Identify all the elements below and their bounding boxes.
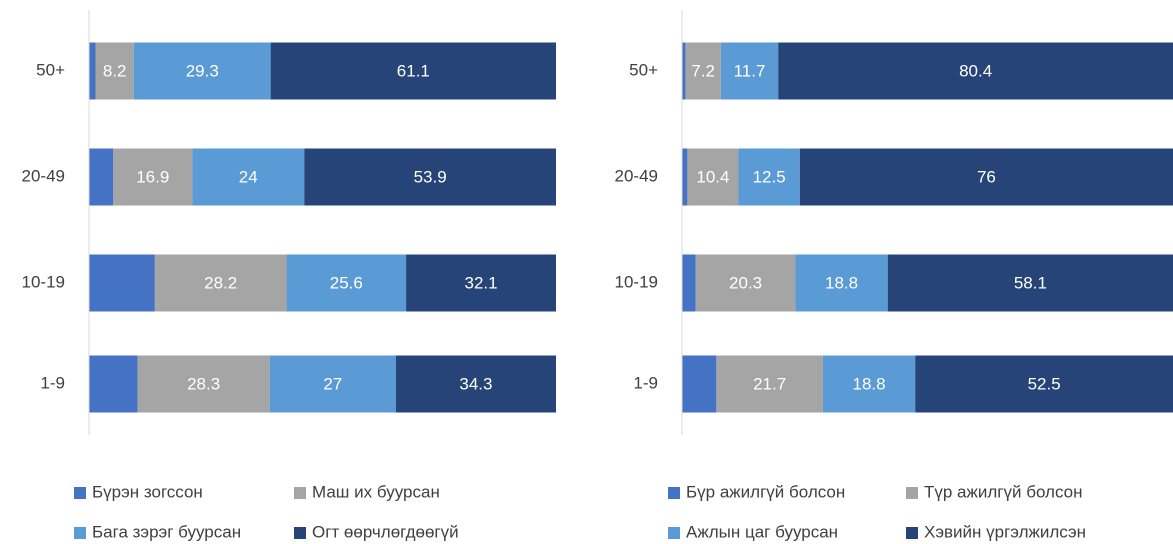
y-tick-label: 1-9 — [633, 373, 658, 392]
legend-label: Хэвийн үргэлжилсэн — [924, 522, 1086, 541]
legend-label: Түр ажилгүй болсон — [924, 482, 1083, 501]
data-label: 53.9 — [414, 167, 447, 186]
legend-label: Бага зэрэг буурсан — [92, 522, 241, 541]
data-label: 7.2 — [691, 61, 715, 80]
bar-segment — [685, 42, 721, 100]
bar-segment — [133, 42, 271, 100]
data-label: 52.5 — [1028, 374, 1061, 393]
legend-swatch — [906, 527, 918, 539]
bar-segment — [682, 254, 696, 312]
legend-label: Маш их буурсан — [312, 482, 440, 501]
y-tick-label: 50+ — [36, 60, 65, 79]
bar-segment — [822, 355, 916, 413]
data-label: 10.4 — [696, 167, 729, 186]
bar-segment — [89, 254, 155, 312]
y-tick-label: 20-49 — [615, 166, 658, 185]
legend-swatch — [668, 527, 680, 539]
bar-segment — [89, 355, 138, 413]
bar-segment — [113, 148, 193, 206]
bar-segment — [795, 254, 888, 312]
data-label: 8.2 — [103, 61, 127, 80]
bar-segment — [687, 148, 739, 206]
data-label: 16.9 — [136, 167, 169, 186]
bar-segment — [269, 355, 396, 413]
bar-segment — [682, 355, 717, 413]
y-tick-label: 20-49 — [22, 166, 65, 185]
y-tick-label: 1-9 — [40, 373, 65, 392]
legend-label: Бүрэн зогссон — [92, 482, 203, 501]
data-label: 61.1 — [397, 61, 430, 80]
bar-segment — [799, 148, 1173, 206]
bar-segment — [682, 148, 688, 206]
bar-segment — [738, 148, 800, 206]
data-label: 20.3 — [729, 273, 762, 292]
data-label: 28.2 — [204, 273, 237, 292]
legend-swatch — [74, 487, 86, 499]
data-label: 11.7 — [734, 61, 766, 80]
bar-segment — [192, 148, 305, 206]
legend-label: Ажлын цаг буурсан — [686, 522, 838, 541]
bar-segment — [682, 42, 686, 100]
bar-segment — [720, 42, 779, 100]
bar-segment — [304, 148, 556, 206]
legend-label: Бүр ажилгүй болсон — [686, 482, 845, 501]
legend-swatch — [74, 527, 86, 539]
data-label: 28.3 — [187, 374, 220, 393]
bar-segment — [887, 254, 1173, 312]
legend-swatch — [294, 487, 306, 499]
bar-segment — [89, 148, 114, 206]
data-label: 18.8 — [825, 273, 858, 292]
data-label: 34.3 — [459, 374, 492, 393]
legend-label: Огт өөрчлөгдөөгүй — [312, 522, 459, 541]
data-label: 80.4 — [959, 61, 992, 80]
data-label: 58.1 — [1014, 273, 1047, 292]
y-tick-label: 10-19 — [615, 272, 658, 291]
bar-segment — [915, 355, 1173, 413]
bar-segment — [286, 254, 407, 312]
bar-segment — [778, 42, 1173, 100]
data-label: 12.5 — [753, 167, 786, 186]
data-label: 25.6 — [330, 273, 363, 292]
data-label: 29.3 — [186, 61, 219, 80]
y-tick-label: 50+ — [629, 60, 658, 79]
bar-segment — [395, 355, 556, 413]
bar-segment — [137, 355, 270, 413]
data-label: 21.7 — [753, 374, 786, 393]
legend-swatch — [668, 487, 680, 499]
bar-segment — [154, 254, 287, 312]
bar-segment — [695, 254, 796, 312]
legend-swatch — [294, 527, 306, 539]
bar-segment — [89, 42, 96, 100]
legend-swatch — [906, 487, 918, 499]
data-label: 32.1 — [464, 273, 497, 292]
bar-segment — [270, 42, 556, 100]
data-label: 18.8 — [853, 374, 886, 393]
bar-segment — [716, 355, 823, 413]
data-label: 24 — [239, 167, 258, 186]
bar-segment — [406, 254, 556, 312]
y-tick-label: 10-19 — [22, 272, 65, 291]
data-label: 27 — [323, 374, 342, 393]
bar-segment — [95, 42, 134, 100]
data-label: 76 — [977, 167, 996, 186]
